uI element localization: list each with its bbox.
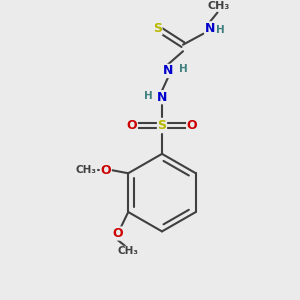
Text: S: S bbox=[158, 119, 166, 132]
Text: CH₃: CH₃ bbox=[208, 1, 230, 11]
Text: H: H bbox=[178, 64, 188, 74]
Text: N: N bbox=[163, 64, 173, 77]
Text: O: O bbox=[112, 227, 123, 240]
Text: O: O bbox=[187, 119, 197, 132]
Text: N: N bbox=[205, 22, 215, 35]
Text: N: N bbox=[157, 91, 167, 104]
Text: O: O bbox=[127, 119, 137, 132]
Text: CH₃: CH₃ bbox=[118, 246, 139, 256]
Text: H: H bbox=[144, 91, 153, 101]
Text: S: S bbox=[153, 22, 162, 35]
Text: O: O bbox=[100, 164, 111, 177]
Text: H: H bbox=[216, 25, 225, 35]
Text: CH₃: CH₃ bbox=[76, 165, 97, 175]
